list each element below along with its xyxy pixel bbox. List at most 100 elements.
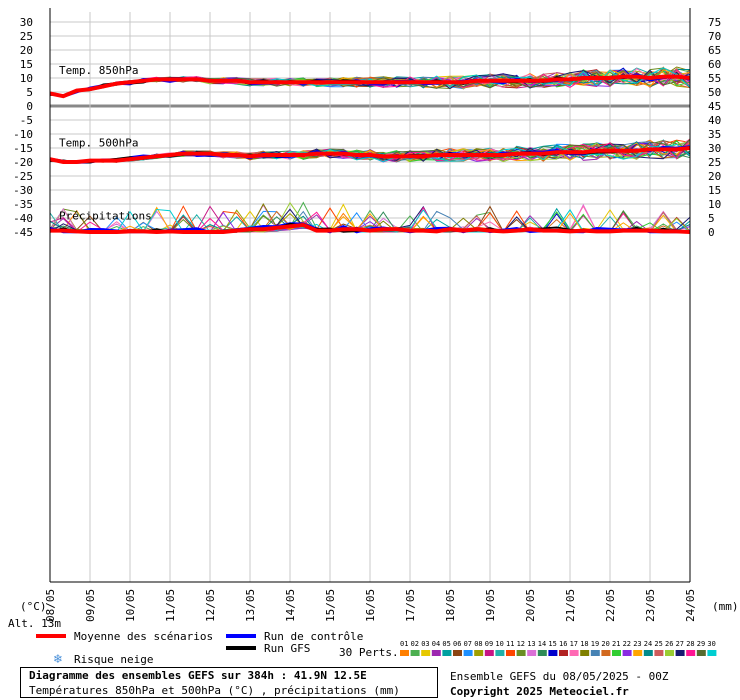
x-tick-label: 13/05: [244, 589, 257, 622]
perturbation-swatch: [463, 650, 473, 656]
perturbation-id-label: 09: [485, 640, 493, 648]
x-tick-label: 19/05: [484, 589, 497, 622]
right-tick-label: 40: [708, 114, 721, 127]
x-tick-label: 11/05: [164, 589, 177, 622]
perturbation-swatch: [431, 650, 441, 656]
perturbation-id-label: 26: [665, 640, 673, 648]
right-tick-label: 55: [708, 72, 721, 85]
perturbation-swatch: [590, 650, 600, 656]
x-tick-label: 21/05: [564, 589, 577, 622]
perturbation-swatch: [643, 650, 653, 656]
right-tick-label: 60: [708, 58, 721, 71]
copyright-label: Copyright 2025 Meteociel.fr: [450, 685, 629, 698]
perturbation-swatch: [654, 650, 664, 656]
panel-label-t500: Temp. 500hPa: [59, 137, 138, 150]
x-tick-label: 08/05: [44, 589, 57, 622]
x-tick-label: 16/05: [364, 589, 377, 622]
perturbation-id-label: 28: [686, 640, 694, 648]
snow-risk-label: Risque neige: [74, 653, 153, 666]
perturbation-id-label: 03: [421, 640, 429, 648]
left-tick-label: 15: [20, 58, 33, 71]
x-tick-label: 23/05: [644, 589, 657, 622]
perturbation-id-label: 22: [623, 640, 631, 648]
footer-title: Diagramme des ensembles GEFS sur 384h : …: [29, 669, 367, 682]
perturbation-swatch: [622, 650, 632, 656]
perturbation-swatch: [580, 650, 590, 656]
right-tick-label: 65: [708, 44, 721, 57]
right-tick-label: 0: [708, 226, 715, 239]
perturbation-swatch: [707, 650, 717, 656]
panel-label-precip: Précipitations: [59, 209, 152, 222]
perturbation-id-label: 25: [654, 640, 662, 648]
perturbation-id-label: 15: [548, 640, 556, 648]
perturbation-id-label: 18: [580, 640, 588, 648]
left-tick-label: -25: [13, 170, 33, 183]
perturbation-id-label: 20: [601, 640, 609, 648]
perturbation-swatch: [474, 650, 484, 656]
perturbation-swatch: [506, 650, 515, 656]
perturbation-swatch: [442, 650, 452, 656]
right-tick-label: 50: [708, 86, 721, 99]
legend-label-2: Run de contrôle: [264, 630, 363, 643]
left-unit-label: (°C): [20, 600, 47, 613]
left-tick-label: -40: [13, 212, 33, 225]
series-mean-t500: [49, 146, 691, 164]
legend-label-3: Run GFS: [264, 642, 310, 655]
perturbation-id-label: 12: [517, 640, 525, 648]
left-tick-label: 20: [20, 44, 33, 57]
series-mean-t850: [49, 74, 691, 99]
perturbation-swatch: [527, 650, 537, 656]
perturbation-id-label: 24: [644, 640, 652, 648]
right-tick-label: 30: [708, 142, 721, 155]
left-tick-label: 10: [20, 72, 33, 85]
series-mean-precip: [50, 222, 691, 235]
left-tick-label: -5: [20, 114, 33, 127]
x-tick-label: 15/05: [324, 589, 337, 622]
perturbation-swatch: [633, 650, 643, 656]
perturbation-swatch: [495, 650, 505, 656]
perturbation-id-label: 13: [527, 640, 535, 648]
perturbation-swatch: [421, 650, 431, 656]
x-tick-label: 17/05: [404, 589, 417, 622]
perturbation-id-label: 30: [707, 640, 715, 648]
perturbation-id-label: 04: [432, 640, 440, 648]
chart-grid: [49, 12, 691, 582]
perturbation-swatch: [559, 650, 568, 656]
perturbation-swatch: [601, 650, 611, 656]
altitude-label: Alt. 13m: [8, 617, 61, 630]
series-layer: [49, 66, 691, 235]
snowflake-icon: ❄: [53, 652, 63, 666]
left-tick-label: -10: [13, 128, 33, 141]
right-tick-label: 45: [708, 100, 721, 113]
perturbation-swatch: [400, 650, 409, 656]
footer-subtitle: Températures 850hPa et 500hPa (°C) , pré…: [29, 684, 400, 697]
x-tick-label: 10/05: [124, 589, 137, 622]
perturbation-id-label: 07: [464, 640, 472, 648]
perturbation-swatch: [516, 650, 526, 656]
right-tick-label: 15: [708, 184, 721, 197]
perturbation-swatch: [696, 650, 706, 656]
x-tick-label: 18/05: [444, 589, 457, 622]
perturbation-id-label: 23: [633, 640, 641, 648]
right-tick-label: 70: [708, 30, 721, 43]
perturbation-swatch: [453, 650, 462, 656]
perturbation-id-label: 01: [400, 640, 408, 648]
right-tick-label: 10: [708, 198, 721, 211]
left-tick-label: -30: [13, 184, 33, 197]
right-tick-label: 5: [708, 212, 715, 225]
perturbation-swatch: [675, 650, 685, 656]
perturbation-id-label: 06: [453, 640, 461, 648]
legend-label-1: Moyenne des scénarios: [74, 630, 213, 643]
x-tick-label: 09/05: [84, 589, 97, 622]
perturbation-swatch: [410, 650, 420, 656]
right-unit-label: (mm): [712, 600, 739, 613]
perturbation-id-label: 14: [538, 640, 546, 648]
right-tick-label: 20: [708, 170, 721, 183]
perturbation-id-label: 27: [676, 640, 684, 648]
perturbation-id-label: 11: [506, 640, 514, 648]
x-tick-label: 14/05: [284, 589, 297, 622]
perturbations-label: 30 Perts.: [339, 646, 399, 659]
perturbation-id-label: 05: [442, 640, 450, 648]
